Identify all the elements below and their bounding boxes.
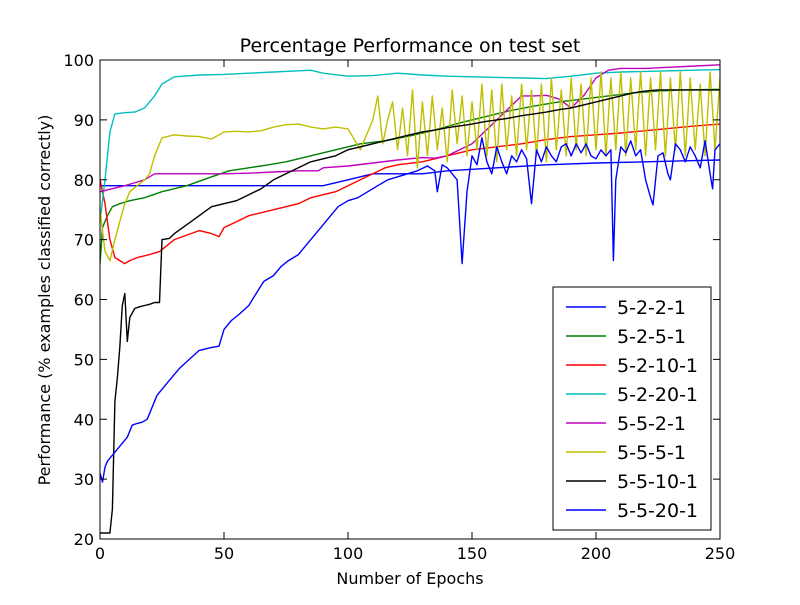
legend-label-2: 5-2-10-1 [617, 355, 698, 377]
series-line-2 [100, 123, 720, 265]
legend: 5-2-2-1 5-2-5-1 5-2-10-1 5-2-20-1 5-5-2-1 5-5… [552, 286, 712, 531]
legend-box [552, 286, 712, 531]
y-tick-label: 40 [74, 410, 94, 429]
chart-title: Percentage Performance on test set [240, 35, 581, 57]
x-tick-label: 50 [214, 544, 234, 563]
legend-label-7: 5-5-20-1 [617, 500, 698, 522]
y-tick-label: 20 [74, 530, 94, 549]
series-line-5 [100, 71, 720, 262]
x-axis-label: Number of Epochs [336, 569, 483, 588]
series-line-0 [100, 159, 720, 187]
legend-label-0: 5-2-2-1 [617, 297, 686, 319]
series-line-1 [100, 88, 720, 264]
plot-area [100, 64, 720, 534]
y-tick-label: 50 [74, 350, 94, 369]
legend-label-6: 5-5-10-1 [617, 471, 698, 493]
x-tick-label: 150 [457, 544, 488, 563]
y-axis-label: Performance (% examples classified corre… [35, 115, 54, 486]
y-tick-label: 30 [74, 470, 94, 489]
legend-label-5: 5-5-5-1 [617, 442, 686, 464]
y-tick-label: 70 [74, 231, 94, 250]
axis-ticks: 0 50 100 150 200 250 20 30 40 50 60 70 80 90 100 [63, 51, 735, 563]
y-tick-label: 80 [74, 171, 94, 190]
x-tick-label: 100 [333, 544, 364, 563]
y-tick-label: 90 [74, 111, 94, 130]
series-lines [100, 64, 720, 534]
x-tick-label: 250 [705, 544, 736, 563]
y-tick-label: 60 [74, 291, 94, 310]
legend-label-4: 5-5-2-1 [617, 413, 686, 435]
series-line-6 [100, 89, 720, 534]
y-tick-label: 100 [63, 51, 94, 70]
x-tick-label: 200 [581, 544, 612, 563]
legend-label-3: 5-2-20-1 [617, 384, 698, 406]
legend-label-1: 5-2-5-1 [617, 326, 686, 348]
series-line-3 [100, 68, 720, 222]
x-tick-label: 0 [95, 544, 105, 563]
series-line-7 [100, 137, 720, 483]
